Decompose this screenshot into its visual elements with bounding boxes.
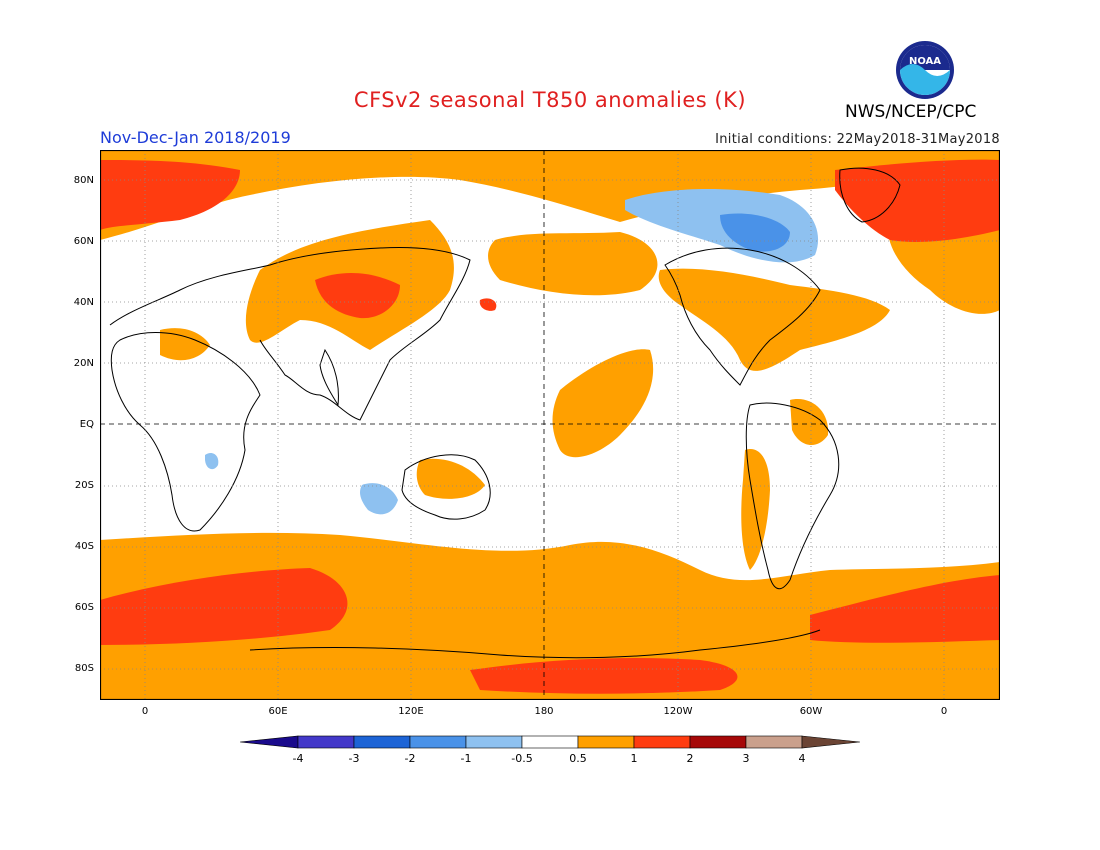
colorbar-swatch — [689, 735, 747, 749]
colorbar-swatch — [465, 735, 523, 749]
colorbar — [240, 735, 860, 749]
colorbar-swatch — [353, 735, 411, 749]
colorbar-right-arrow — [801, 735, 860, 749]
lat-label: 20N — [73, 358, 94, 369]
lon-label: 60W — [799, 706, 823, 717]
lat-label: 60S — [74, 602, 94, 613]
colorbar-label: -4 — [292, 752, 304, 765]
lon-label: 0 — [940, 706, 948, 717]
lon-label: 120W — [663, 706, 693, 717]
map-frame — [100, 150, 1000, 700]
noaa-logo-text: NOAA — [909, 56, 941, 67]
colorbar-label: 1 — [630, 752, 638, 765]
colorbar-swatch — [577, 735, 635, 749]
colorbar-label: -2 — [404, 752, 416, 765]
colorbar-left-arrow — [240, 735, 299, 749]
lon-label: 120E — [398, 706, 424, 717]
colorbar-swatch — [297, 735, 355, 749]
lon-label: 60E — [268, 706, 288, 717]
lat-label: 80S — [74, 663, 94, 674]
colorbar-swatch — [745, 735, 803, 749]
lon-label: 180 — [534, 706, 554, 717]
lat-label: 20S — [74, 480, 94, 491]
coastlines — [109, 167, 901, 659]
colorbar-swatch — [409, 735, 467, 749]
colorbar-label: -0.5 — [511, 752, 533, 765]
noaa-logo: NOAA — [895, 40, 955, 100]
lat-label: 60N — [73, 236, 94, 247]
colorbar-swatch — [521, 735, 579, 749]
cool-anomaly-strong — [720, 213, 790, 252]
colorbar-label: -3 — [348, 752, 360, 765]
lat-label: 40S — [74, 541, 94, 552]
colorbar-label: 0.5 — [569, 752, 587, 765]
anomaly-map — [100, 150, 1000, 700]
season-subtitle: Nov-Dec-Jan 2018/2019 — [100, 128, 291, 147]
colorbar-label: 3 — [742, 752, 750, 765]
reference-lines — [100, 150, 1000, 700]
colorbar-label: -1 — [460, 752, 472, 765]
lat-label: 80N — [73, 175, 94, 186]
colorbar-label: 2 — [686, 752, 694, 765]
lon-label: 0 — [141, 706, 149, 717]
colorbar-swatch — [633, 735, 691, 749]
initial-conditions: Initial conditions: 22May2018-31May2018 — [715, 132, 1000, 147]
lat-label: 40N — [73, 297, 94, 308]
agency-label: NWS/NCEP/CPC — [845, 102, 977, 122]
lat-label: EQ — [79, 419, 94, 430]
colorbar-label: 4 — [798, 752, 806, 765]
page-title: CFSv2 seasonal T850 anomalies (K) — [353, 88, 747, 112]
